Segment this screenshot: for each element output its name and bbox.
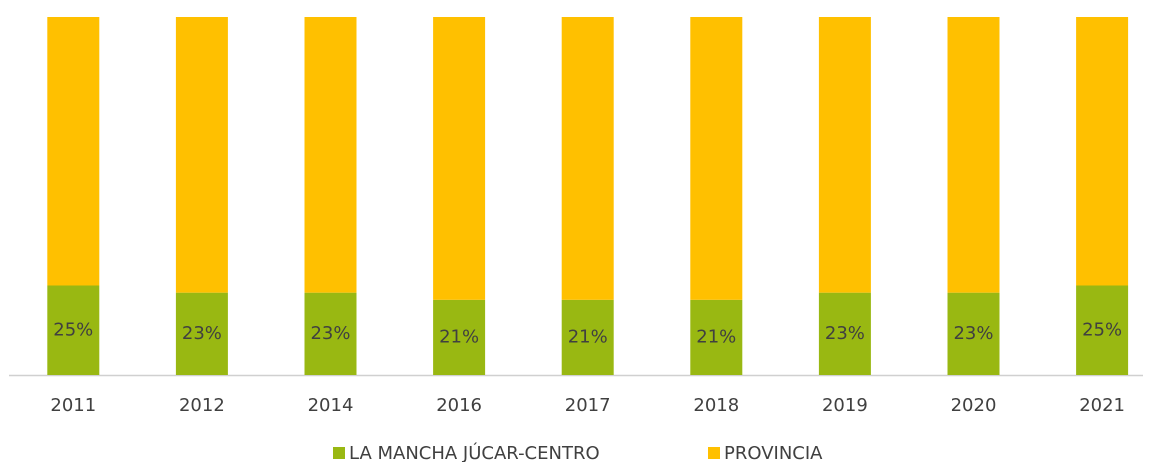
x-tick-label: 2020 — [951, 395, 997, 416]
bar-segment — [175, 17, 228, 293]
bar-segment — [561, 17, 614, 300]
data-label: 23% — [182, 323, 222, 344]
bar-segment — [47, 17, 100, 286]
x-tick-label: 2021 — [1079, 395, 1125, 416]
data-label: 21% — [696, 326, 736, 347]
bar-segment — [433, 299, 486, 375]
data-label: 23% — [825, 323, 865, 344]
data-label: 21% — [568, 326, 608, 347]
bar-segment — [947, 17, 1000, 293]
legend-swatch — [333, 447, 345, 459]
bar-segment — [304, 292, 357, 375]
bar-segment — [818, 17, 871, 293]
legend-label: LA MANCHA JÚCAR-CENTRO — [349, 442, 600, 462]
bar-segment — [47, 285, 100, 375]
x-tick-label: 2016 — [436, 395, 482, 416]
data-label: 23% — [310, 323, 350, 344]
x-tick-label: 2014 — [308, 395, 354, 416]
x-tick-label: 2017 — [565, 395, 611, 416]
x-tick-label: 2012 — [179, 395, 225, 416]
x-tick-label: 2018 — [693, 395, 739, 416]
bar-segment — [1076, 17, 1129, 286]
bar-segment — [818, 292, 871, 375]
bar-segment — [433, 17, 486, 300]
bar-segment — [175, 292, 228, 375]
legend-swatch — [708, 447, 720, 459]
x-tick-label: 2019 — [822, 395, 868, 416]
bar-segment — [1076, 285, 1129, 375]
bar-segment — [304, 17, 357, 293]
legend-label: PROVINCIA — [724, 443, 823, 462]
bar-segment — [690, 299, 743, 375]
x-tick-label: 2011 — [50, 395, 96, 416]
data-label: 25% — [53, 319, 93, 340]
data-label: 23% — [953, 323, 993, 344]
data-label: 21% — [439, 326, 479, 347]
bar-segment — [561, 299, 614, 375]
bar-segment — [947, 292, 1000, 375]
data-label: 25% — [1082, 319, 1122, 340]
bar-segment — [690, 17, 743, 300]
